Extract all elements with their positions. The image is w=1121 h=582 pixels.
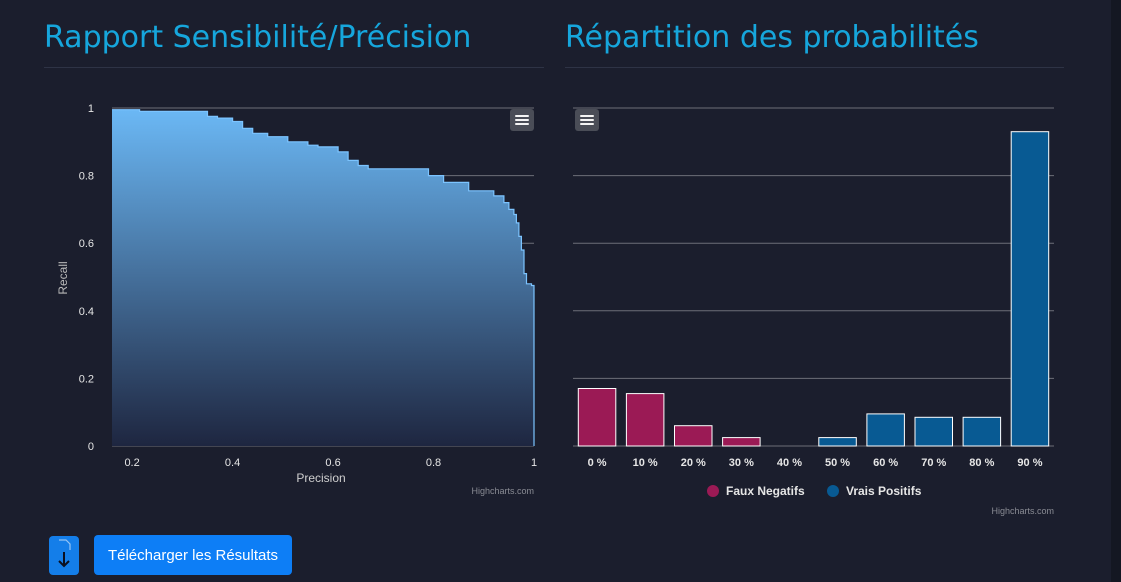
pr-credits[interactable]: Highcharts.com (471, 486, 534, 496)
prob-bar[interactable] (625, 393, 665, 447)
pr-y-tick-label: 0.8 (79, 171, 94, 183)
pr-axes: 0 0.2 0.4 0.6 0.8 1 0.2 0.4 0.6 0.8 1 (79, 103, 537, 469)
download-icon (58, 539, 71, 568)
menu-line-icon (580, 115, 594, 117)
pr-x-tick-label: 0.4 (225, 457, 240, 469)
pr-y-axis-label: Recall (56, 261, 70, 294)
pr-x-tick-label: 0.8 (426, 457, 441, 469)
pr-chart: 0 0.2 0.4 0.6 0.8 1 0.2 0.4 0.6 0.8 1 Precision Re… (56, 103, 537, 496)
prob-bars (577, 131, 1050, 447)
prob-x-tick-label: 10 % (633, 457, 658, 469)
menu-line-icon (515, 123, 529, 125)
download-icon-button[interactable] (49, 536, 79, 575)
prob-bar[interactable] (866, 413, 905, 447)
pr-title-divider (44, 67, 544, 68)
menu-line-icon (515, 119, 529, 121)
prob-x-tick-label: 30 % (729, 457, 754, 469)
prob-x-tick-label: 0 % (588, 457, 607, 469)
download-results-button[interactable]: Télécharger les Résultats (94, 535, 292, 575)
scrollbar-edge (1111, 0, 1121, 582)
pr-y-tick-label: 0.4 (79, 306, 94, 318)
prob-x-axis: 0 % 10 % 20 % 30 % 40 % 50 % 60 % 70 % 80 % 90 % (588, 457, 1043, 469)
legend-marker-icon (827, 485, 839, 497)
menu-line-icon (580, 119, 594, 121)
prob-chart: 0 % 10 % 20 % 30 % 40 % 50 % 60 % 70 % 80 % 90 % … (573, 107, 1054, 516)
pr-y-tick-label: 0.2 (79, 373, 94, 385)
pr-y-tick-label: 0 (88, 441, 94, 453)
prob-x-tick-label: 20 % (681, 457, 706, 469)
prob-bar[interactable] (722, 437, 761, 447)
pr-y-tick-label: 0.6 (79, 238, 94, 250)
prob-x-tick-label: 40 % (777, 457, 802, 469)
pr-x-axis-label: Precision (296, 471, 345, 485)
pr-chart-menu-button[interactable] (510, 109, 534, 131)
prob-credits[interactable]: Highcharts.com (991, 506, 1054, 516)
prob-bar[interactable] (914, 416, 953, 447)
pr-chart-title: Rapport Sensibilité/Précision (44, 20, 472, 55)
pr-area (112, 109, 534, 446)
prob-bar[interactable] (674, 425, 713, 447)
prob-bar[interactable] (962, 416, 1002, 447)
menu-line-icon (515, 115, 529, 117)
pr-y-tick-label: 1 (88, 103, 94, 115)
prob-bar[interactable] (818, 437, 857, 447)
legend-marker-icon (707, 485, 719, 497)
menu-line-icon (580, 123, 594, 125)
prob-x-tick-label: 50 % (825, 457, 850, 469)
pr-x-tick-label: 0.2 (124, 457, 139, 469)
pr-x-tick-label: 1 (531, 457, 537, 469)
prob-chart-menu-button[interactable] (575, 109, 599, 131)
prob-x-tick-label: 90 % (1017, 457, 1042, 469)
legend-item-label[interactable]: Vrais Positifs (846, 484, 922, 498)
pr-x-tick-label: 0.6 (325, 457, 340, 469)
prob-legend[interactable]: Faux Negatifs Vrais Positifs (707, 484, 922, 498)
prob-title-divider (565, 67, 1064, 68)
legend-item-label[interactable]: Faux Negatifs (726, 484, 805, 498)
prob-bar[interactable] (1010, 131, 1050, 447)
pr-line (112, 109, 535, 446)
prob-x-tick-label: 80 % (969, 457, 994, 469)
prob-chart-title: Répartition des probabilités (565, 20, 979, 55)
prob-bar[interactable] (577, 388, 617, 447)
prob-x-tick-label: 60 % (873, 457, 898, 469)
prob-x-tick-label: 70 % (921, 457, 946, 469)
